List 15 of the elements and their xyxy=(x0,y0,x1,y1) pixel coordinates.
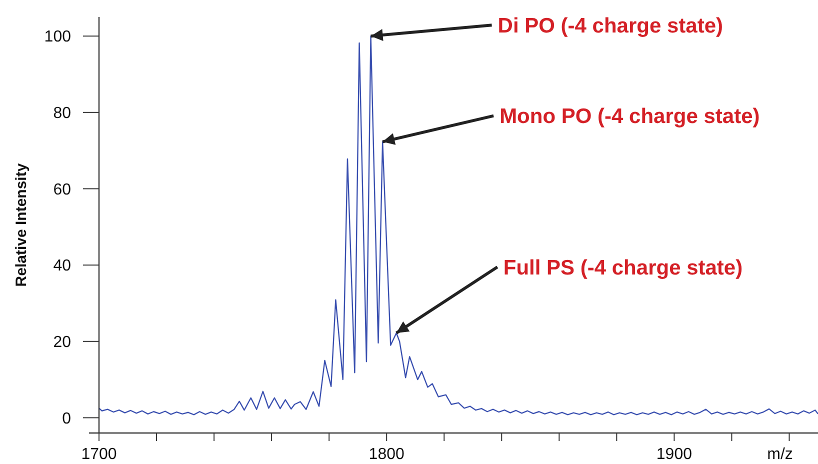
line-series xyxy=(98,35,818,416)
x-axis-title: m/z xyxy=(767,446,793,463)
y-tick-label: 80 xyxy=(53,105,72,122)
x-tick-label: 1700 xyxy=(81,446,117,463)
annotation: Full PS (-4 charge state) xyxy=(503,256,743,280)
annotation: Mono PO (-4 charge state) xyxy=(500,105,760,128)
y-axis-title: Relative Intensity xyxy=(13,162,30,287)
y-tick-label: 60 xyxy=(53,181,72,198)
y-tick-label: 40 xyxy=(53,258,72,275)
x-tick-label: 1900 xyxy=(656,446,692,463)
y-tick-label: 20 xyxy=(53,334,72,352)
y-tick-label: 0 xyxy=(62,410,72,428)
annotation: Di PO (-4 charge state) xyxy=(498,14,724,38)
y-tick-label: 100 xyxy=(44,28,72,46)
x-tick-label: 1800 xyxy=(368,446,404,463)
